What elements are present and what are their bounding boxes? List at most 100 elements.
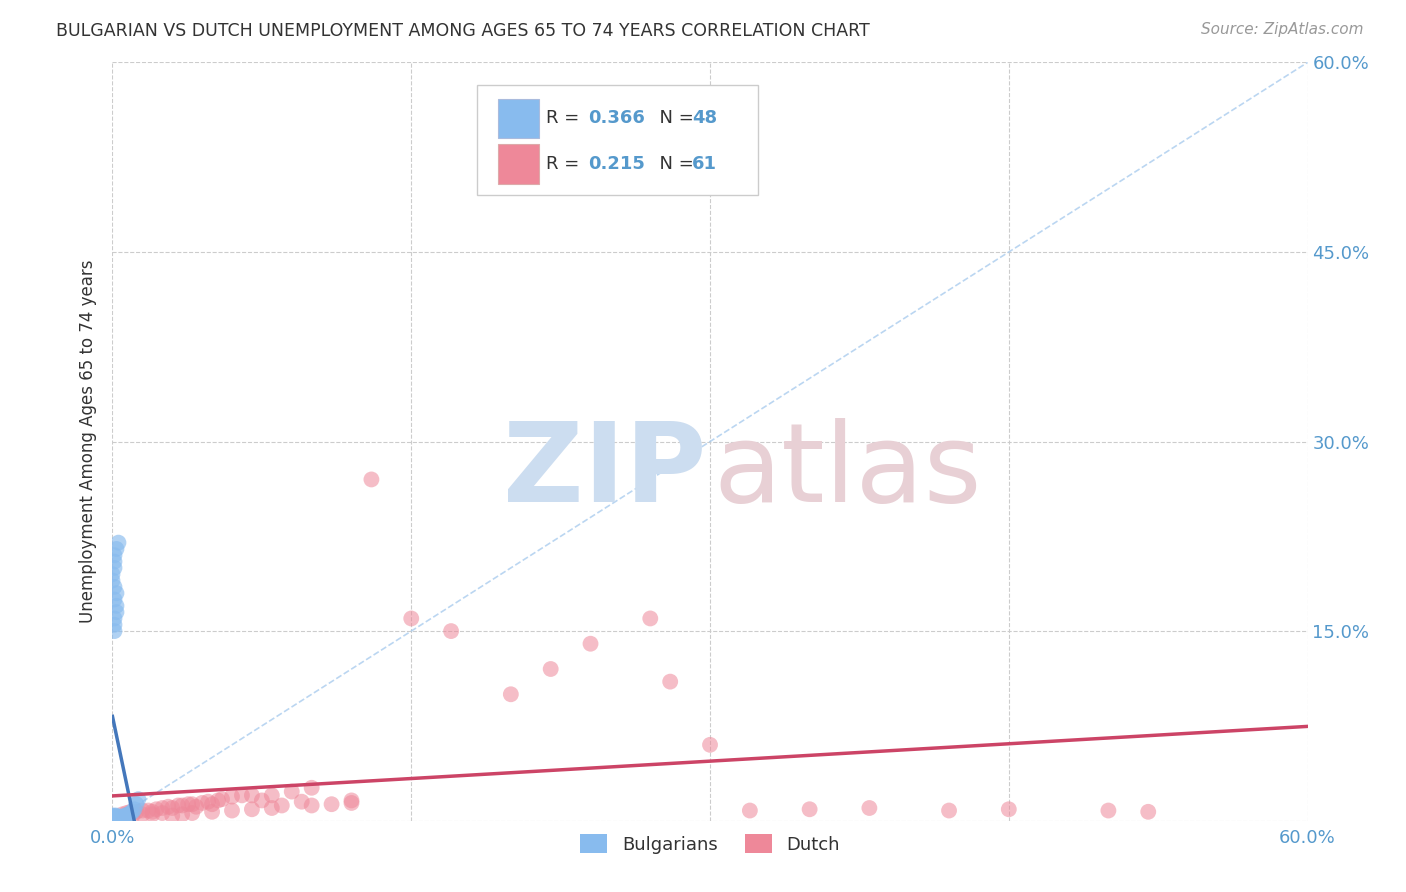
- Point: [177, 797, 200, 812]
- Point: [360, 473, 382, 487]
- Point: [107, 535, 129, 549]
- Point: [105, 811, 128, 825]
- Point: [321, 797, 343, 812]
- Point: [191, 796, 214, 810]
- Point: [291, 795, 314, 809]
- Point: [167, 798, 190, 813]
- Point: [111, 807, 134, 822]
- Point: [101, 813, 124, 827]
- Point: [103, 580, 125, 594]
- Point: [111, 811, 134, 825]
- Point: [270, 798, 292, 813]
- Point: [103, 611, 125, 625]
- Point: [240, 789, 263, 803]
- Point: [101, 808, 124, 822]
- Point: [101, 813, 124, 827]
- Point: [115, 806, 138, 821]
- Point: [201, 797, 224, 812]
- Point: [260, 801, 283, 815]
- Point: [221, 789, 243, 804]
- Point: [105, 813, 128, 827]
- Point: [114, 808, 135, 822]
- Point: [105, 810, 128, 824]
- Text: BULGARIAN VS DUTCH UNEMPLOYMENT AMONG AGES 65 TO 74 YEARS CORRELATION CHART: BULGARIAN VS DUTCH UNEMPLOYMENT AMONG AG…: [56, 22, 870, 40]
- Point: [207, 793, 229, 807]
- Text: ZIP: ZIP: [503, 418, 706, 525]
- Text: 61: 61: [692, 155, 717, 173]
- Point: [858, 801, 880, 815]
- Point: [103, 592, 125, 607]
- Point: [1137, 805, 1160, 819]
- Point: [640, 611, 662, 625]
- Point: [260, 789, 283, 803]
- Point: [998, 802, 1021, 816]
- Point: [103, 813, 125, 827]
- Point: [127, 792, 149, 806]
- Point: [115, 808, 138, 822]
- Point: [107, 813, 129, 827]
- Legend: Bulgarians, Dutch: Bulgarians, Dutch: [574, 827, 846, 861]
- Text: N =: N =: [648, 155, 699, 173]
- FancyBboxPatch shape: [499, 99, 538, 138]
- Point: [101, 810, 124, 824]
- Point: [440, 624, 463, 639]
- Point: [141, 807, 163, 822]
- Point: [181, 797, 204, 812]
- Point: [1097, 804, 1119, 818]
- Point: [103, 617, 125, 632]
- Point: [141, 805, 163, 819]
- Point: [114, 810, 135, 824]
- Point: [124, 802, 146, 816]
- Point: [105, 541, 128, 556]
- Point: [103, 808, 125, 822]
- Point: [105, 599, 128, 613]
- Point: [120, 806, 142, 821]
- Point: [150, 806, 173, 821]
- Point: [240, 802, 263, 816]
- Text: R =: R =: [547, 155, 585, 173]
- Point: [579, 637, 602, 651]
- Point: [103, 548, 125, 563]
- Point: [131, 807, 153, 822]
- Point: [105, 586, 128, 600]
- Point: [281, 784, 304, 798]
- Point: [340, 793, 363, 807]
- Point: [938, 804, 960, 818]
- Point: [162, 801, 183, 815]
- Point: [101, 574, 124, 588]
- Point: [101, 810, 124, 824]
- Point: [172, 798, 194, 813]
- Point: [105, 808, 128, 822]
- Point: [110, 811, 132, 825]
- Point: [121, 808, 143, 822]
- Point: [340, 796, 363, 810]
- FancyBboxPatch shape: [477, 85, 758, 195]
- Point: [103, 555, 125, 569]
- Y-axis label: Unemployment Among Ages 65 to 74 years: Unemployment Among Ages 65 to 74 years: [79, 260, 97, 624]
- Point: [105, 605, 128, 619]
- Point: [197, 795, 219, 809]
- Point: [103, 811, 125, 825]
- Text: N =: N =: [648, 110, 699, 128]
- Point: [250, 793, 273, 807]
- Point: [738, 804, 761, 818]
- Point: [799, 802, 821, 816]
- Point: [103, 561, 125, 575]
- Text: 48: 48: [692, 110, 717, 128]
- Point: [107, 810, 129, 824]
- Point: [103, 810, 125, 824]
- Point: [401, 611, 423, 625]
- Point: [101, 811, 124, 825]
- Point: [221, 804, 243, 818]
- Text: 0.215: 0.215: [588, 155, 645, 173]
- Point: [150, 801, 173, 815]
- Point: [157, 799, 180, 814]
- Point: [101, 814, 124, 828]
- Point: [125, 797, 148, 812]
- Point: [231, 789, 253, 803]
- Point: [699, 738, 721, 752]
- Point: [107, 811, 129, 825]
- Point: [138, 804, 160, 818]
- FancyBboxPatch shape: [499, 145, 538, 184]
- Point: [540, 662, 562, 676]
